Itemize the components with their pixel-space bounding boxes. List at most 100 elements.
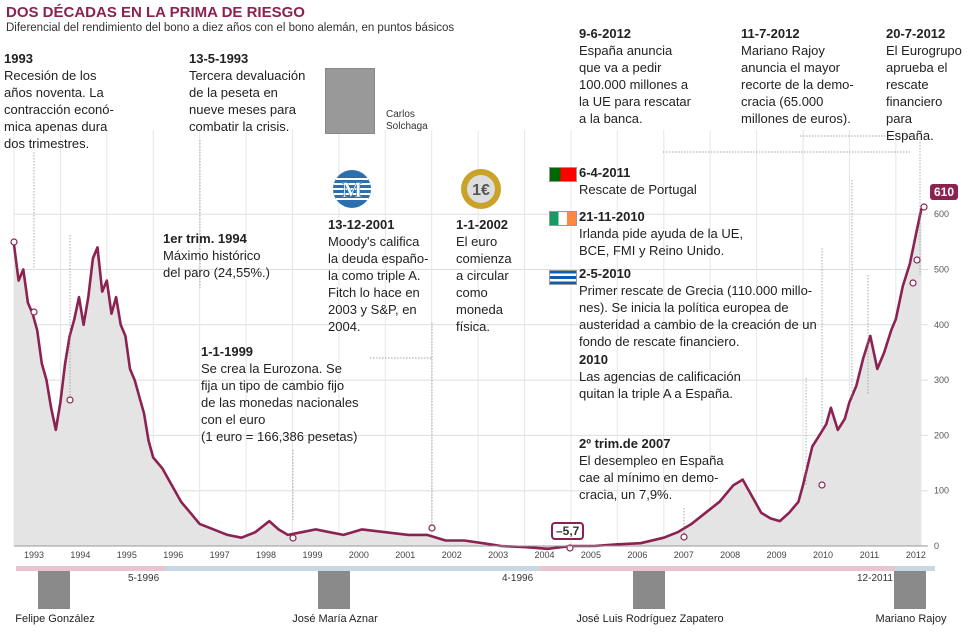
annotation-date: 2-5-2010: [579, 266, 632, 281]
svg-text:M: M: [342, 177, 363, 202]
annotation-text: Tercera devaluación de la peseta en nuev…: [189, 68, 306, 134]
x-tick-label: 2008: [720, 550, 740, 560]
annotation-date: 2º trim.de 2007: [579, 436, 671, 451]
max-callout: 610: [930, 184, 959, 200]
annotation-date: 21-11-2010: [579, 209, 645, 224]
era-end-label: 12-2011: [857, 573, 893, 584]
annotation-desempleo: 2º trim.de 2007 El desempleo en España c…: [579, 435, 749, 503]
annotation-date: 11-7-2012: [741, 26, 800, 41]
event-marker: [680, 533, 688, 541]
annotation-text: El euro comienza a circular como moneda …: [456, 234, 512, 334]
event-marker: [920, 203, 928, 211]
annotation-banca: 9-6-2012 España anuncia que va a pedir 1…: [579, 25, 719, 127]
era-end-label: 5-1996: [128, 573, 160, 584]
event-marker: [909, 279, 917, 287]
x-tick-label: 1996: [163, 550, 183, 560]
y-tick-label: 400: [934, 320, 949, 330]
pm-portrait: [38, 571, 70, 609]
min-callout: –5,7: [551, 522, 585, 540]
annotation-portugal: 6-4-2011 Rescate de Portugal: [579, 164, 799, 198]
era-bar: [895, 566, 935, 571]
event-marker: [10, 238, 18, 246]
annotation-text: Irlanda pide ayuda de la UE, BCE, FMI y …: [579, 226, 744, 258]
x-tick-label: 1995: [117, 550, 137, 560]
x-tick-label: 2006: [627, 550, 647, 560]
x-tick-label: 1999: [302, 550, 322, 560]
annotation-agencias: 2010 Las agencias de calificación quitan…: [579, 351, 799, 402]
svg-text:1€: 1€: [472, 182, 490, 199]
pm-name: Mariano Rajoy: [875, 613, 947, 625]
y-tick-label: 0: [934, 541, 939, 551]
y-tick-label: 200: [934, 430, 949, 440]
annotation-date: 9-6-2012: [579, 26, 632, 41]
annotation-text: Máximo histórico del paro (24,55%.): [163, 248, 270, 280]
annotation-date: 1-1-1999: [201, 344, 254, 359]
annotation-date: 2010: [579, 352, 608, 367]
x-tick-label: 2009: [767, 550, 787, 560]
pm-portrait: [633, 571, 665, 609]
y-tick-label: 100: [934, 486, 949, 496]
x-tick-label: 2001: [395, 550, 415, 560]
solchaga-caption: Carlos Solchaga: [386, 109, 428, 132]
greece-flag-icon: [549, 270, 577, 285]
annotation-grecia: 2-5-2010 Primer rescate de Grecia (110.0…: [579, 265, 849, 350]
pm-name: Felipe González: [15, 613, 95, 625]
annotation-moodys: 13-12-2001 Moody's califica la deuda esp…: [328, 216, 438, 335]
x-tick-label: 2003: [488, 550, 508, 560]
x-tick-label: 2012: [906, 550, 926, 560]
annotation-eurozona: 1-1-1999 Se crea la Eurozona. Se fija un…: [201, 343, 381, 445]
annotation-text: España anuncia que va a pedir 100.000 mi…: [579, 43, 691, 126]
era-bar: [16, 566, 166, 571]
annotation-text: Moody's califica la deuda españo- la com…: [328, 234, 429, 334]
ireland-flag-icon: [549, 211, 577, 226]
y-tick-label: 600: [934, 209, 949, 219]
annotation-text: Recesión de los años noventa. La contrac…: [4, 68, 114, 151]
moodys-logo-icon: M: [330, 169, 374, 209]
x-tick-label: 2004: [535, 550, 555, 560]
x-tick-label: 1997: [210, 550, 230, 560]
x-tick-label: 1998: [256, 550, 276, 560]
era-bar: [166, 566, 540, 571]
annotation-1993: 1993 Recesión de los años noventa. La co…: [4, 50, 144, 152]
annotation-date: 13-5-1993: [189, 51, 249, 66]
x-tick-label: 2011: [860, 550, 879, 560]
event-marker: [30, 308, 38, 316]
x-tick-label: 2007: [674, 550, 694, 560]
x-tick-label: 1993: [24, 550, 44, 560]
annotation-date: 20-7-2012: [886, 26, 946, 41]
event-marker: [818, 481, 826, 489]
x-tick-label: 1994: [70, 550, 90, 560]
pm-name: José María Aznar: [292, 613, 378, 625]
x-tick-label: 2000: [349, 550, 369, 560]
series-line: [12, 208, 923, 551]
annotation-devaluacion: 13-5-1993 Tercera devaluación de la pese…: [189, 50, 329, 135]
euro-coin-icon: 1€: [459, 167, 503, 211]
era-end-label: 4-1996: [502, 573, 534, 584]
y-tick-label: 500: [934, 265, 949, 275]
x-tick-label: 2002: [442, 550, 462, 560]
x-tick-label: 2010: [813, 550, 833, 560]
annotation-text: Primer rescate de Grecia (110.000 millo-…: [579, 283, 817, 349]
annotation-eurogrupo: 20-7-2012 El Eurogrupo aprueba el rescat…: [886, 25, 978, 144]
annotation-text: Mariano Rajoy anuncia el mayor recorte d…: [741, 43, 854, 126]
pm-portrait: [894, 571, 926, 609]
annotation-date: 1993: [4, 51, 33, 66]
annotation-date: 13-12-2001: [328, 217, 395, 232]
annotation-text: El Eurogrupo aprueba el rescate financie…: [886, 43, 962, 143]
annotation-recorte: 11-7-2012 Mariano Rajoy anuncia el mayor…: [741, 25, 881, 127]
event-marker: [913, 256, 921, 264]
annotation-date: 6-4-2011: [579, 165, 631, 180]
page-title: DOS DÉCADAS EN LA PRIMA DE RIESGO: [6, 4, 305, 21]
page-subtitle: Diferencial del rendimiento del bono a d…: [6, 22, 455, 34]
event-marker: [428, 524, 436, 532]
annotation-euro: 1-1-2002 El euro comienza a circular com…: [456, 216, 536, 335]
y-tick-label: 300: [934, 375, 949, 385]
portugal-flag-icon: [549, 167, 577, 182]
annotation-date: 1-1-2002: [456, 217, 509, 232]
pm-portrait: [318, 571, 350, 609]
annotation-paro: 1er trim. 1994 Máximo histórico del paro…: [163, 230, 303, 281]
x-tick-label: 2005: [581, 550, 601, 560]
pm-name: José Luis Rodríguez Zapatero: [576, 613, 724, 625]
